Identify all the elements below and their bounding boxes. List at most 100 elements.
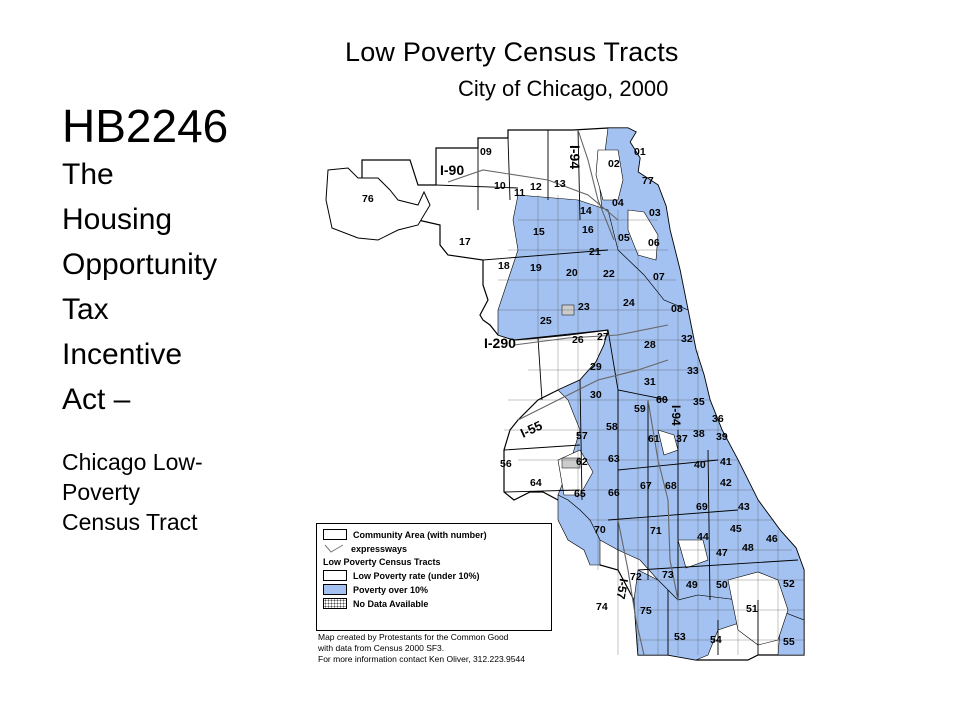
community-area-number: 24 [623,297,635,309]
community-area-number: 04 [612,197,624,209]
community-area-number: 76 [362,193,374,205]
community-area-number: 40 [694,459,706,471]
legend-label: expressways [351,543,408,554]
title-line: Act – [62,383,131,416]
community-area-number: 30 [590,389,602,401]
credit-line: For more information contact Ken Oliver,… [318,654,525,664]
community-area-number: 32 [681,333,693,345]
community-area-number: 11 [514,187,525,199]
community-area-number: 03 [649,207,661,219]
community-area-number: 59 [634,403,646,415]
community-area-number: 22 [603,268,615,280]
community-area-number: 43 [738,501,750,513]
community-area-swatch [323,529,347,540]
map-credit: Map created by Protestants for the Commo… [318,632,525,665]
community-area-number: 69 [696,501,708,513]
community-area-number: 13 [554,178,566,190]
community-area-number: 68 [665,480,677,492]
highway-label: I-57 [613,577,630,600]
community-area-number: 07 [653,271,665,283]
community-boundaries [435,129,799,655]
community-area-number: 06 [648,237,660,249]
community-area-number: 20 [566,267,578,279]
community-area-number: 19 [530,262,542,274]
community-area-number: 65 [574,488,586,500]
community-area-number: 57 [576,430,588,442]
community-area-number: 35 [693,396,705,408]
slide-text: HB2246 The Housing Opportunity Tax Incen… [62,100,292,537]
subtitle-line: Chicago Low- [62,449,203,475]
title-line: Housing [62,203,173,236]
map-subtitle: City of Chicago, 2000 [458,76,669,101]
subtitle-line: Poverty [62,479,140,505]
community-area-number: 17 [459,236,471,248]
community-area-number: 23 [578,301,590,313]
highway-label: I-290 [484,335,516,351]
community-area-number: 64 [530,477,542,489]
community-area-number: 45 [730,523,742,535]
title-line: Incentive [62,338,183,371]
community-area-number: 09 [480,146,492,158]
community-area-number: 75 [640,605,652,617]
highway-label: I-90 [440,162,464,178]
credit-line: with data from Census 2000 SF3. [318,643,445,653]
community-area-number: 61 [648,433,660,445]
community-area-labels: 01 02 03 04 05 06 07 08 09 10 11 12 13 1… [362,146,795,648]
community-area-number: 38 [693,428,705,440]
community-area-number: 16 [582,224,594,236]
community-area-number: 55 [783,636,795,648]
community-area-number: 51 [746,603,758,615]
legend-section-title: Low Poverty Census Tracts [323,556,441,567]
community-area-number: 12 [530,181,542,193]
no-data-swatch [323,598,347,609]
community-area-number: 42 [720,477,732,489]
community-area-number: 47 [716,547,728,559]
community-area-number: 67 [640,480,652,492]
community-area-number: 10 [494,180,506,192]
community-area-number: 74 [596,601,608,613]
community-area-number: 72 [630,571,642,583]
slide-heading: HB2246 [62,100,229,152]
community-area-number: 26 [572,334,584,346]
title-line: Tax [62,293,109,326]
community-area-number: 71 [650,525,662,537]
community-area-number: 70 [594,524,606,536]
community-area-number: 37 [676,433,688,445]
legend-label: Poverty over 10% [353,584,429,595]
community-area-number: 62 [576,456,588,468]
community-area-number: 48 [742,542,754,554]
map-title: Low Poverty Census Tracts [345,37,679,67]
community-area-number: 28 [644,339,656,351]
ohare-area [325,167,431,241]
community-area-number: 08 [671,303,683,315]
map-legend: Community Area (with number) expressways… [316,523,552,631]
community-area-number: 56 [500,458,512,470]
community-area-number: 29 [590,361,602,373]
community-area-number: 41 [720,456,732,468]
credit-line: Map created by Protestants for the Commo… [318,632,509,642]
legend-label: No Data Available [353,598,429,609]
community-area-number: 18 [498,260,510,272]
community-area-number: 66 [608,487,620,499]
community-area-number: 01 [634,146,646,158]
community-area-number: 15 [533,226,545,238]
community-area-number: 77 [642,175,654,187]
title-line: Opportunity [62,248,218,281]
expressway-line-icon [324,544,344,553]
community-area-number: 54 [710,634,722,646]
subtitle-line: Census Tract [62,509,198,535]
community-area-number: 52 [783,578,795,590]
community-area-number: 33 [687,365,699,377]
community-area-number: 27 [597,331,609,343]
community-area-number: 36 [712,413,724,425]
community-area-number: 44 [697,531,709,543]
community-area-number: 05 [618,232,630,244]
community-area-number: 21 [589,246,601,258]
community-area-number: 53 [674,631,686,643]
poverty-swatch [323,584,347,595]
community-area-number: 63 [608,453,620,465]
community-area-number: 73 [662,569,674,581]
community-area-number: 50 [716,579,728,591]
chicago-map: I-94 I-90 I-290 I-55 I-57 I-94 01 02 03 … [325,127,805,661]
legend-label: Low Poverty rate (under 10%) [353,570,480,581]
